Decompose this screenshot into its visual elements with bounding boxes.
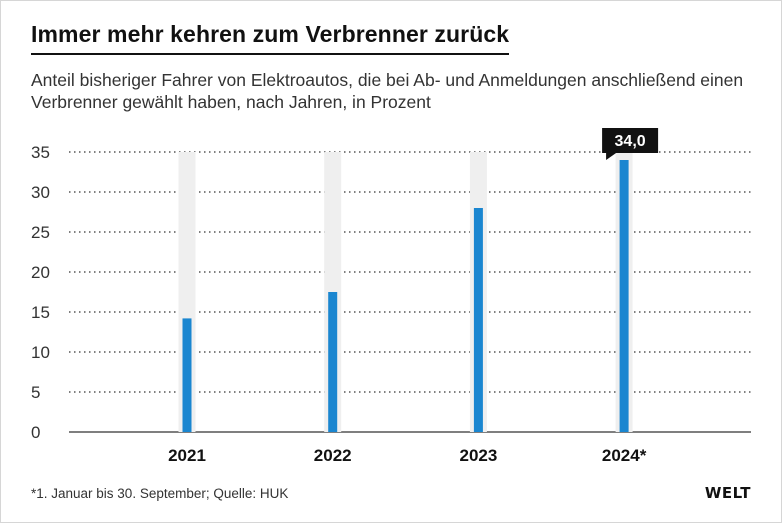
y-tick-label: 30 (31, 183, 50, 202)
footnote: *1. Januar bis 30. September; Quelle: HU… (31, 486, 289, 501)
bar (328, 292, 338, 432)
x-tick-labels: 2021 2022 2023 2024* (168, 446, 647, 465)
title-wrap: Immer mehr kehren zum Verbrenner zurück (31, 21, 510, 55)
y-tick-label: 35 (31, 143, 50, 162)
y-tick-label: 0 (31, 423, 40, 442)
chart-title: Immer mehr kehren zum Verbrenner zurück (31, 21, 510, 55)
y-tick-label: 20 (31, 263, 50, 282)
bar (619, 160, 629, 432)
y-tick-label: 10 (31, 343, 50, 362)
y-tick-labels: 0 5 10 15 20 25 30 35 (31, 143, 50, 442)
value-label-box (602, 128, 659, 153)
x-tick-label: 2024* (602, 446, 647, 465)
y-tick-label: 5 (31, 383, 40, 402)
x-tick-label: 2021 (168, 446, 206, 465)
grid-layer (69, 151, 751, 433)
value-labels: 34,0 (602, 128, 659, 160)
y-tick-label: 15 (31, 303, 50, 322)
x-tick-label: 2023 (459, 446, 497, 465)
y-tick-label: 25 (31, 223, 50, 242)
value-label: 34,0 (615, 133, 646, 150)
welt-logo: WELT (704, 484, 751, 502)
chart-subtitle: Anteil bisheriger Fahrer von Elektroauto… (31, 70, 744, 112)
bars (178, 152, 633, 432)
value-label-pointer (606, 153, 617, 160)
bar (473, 208, 483, 432)
x-tick-label: 2022 (314, 446, 352, 465)
bar (182, 318, 192, 432)
